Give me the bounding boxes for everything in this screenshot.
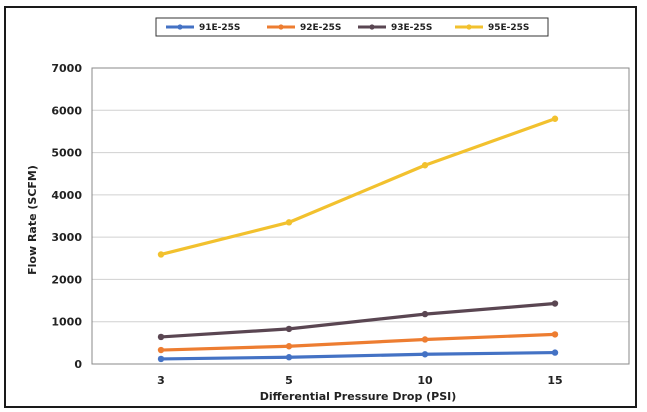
y-tick-label: 2000 (51, 273, 82, 286)
legend-marker (466, 24, 472, 30)
data-point (285, 343, 293, 350)
x-axis-title: Differential Pressure Drop (PSI) (260, 390, 457, 403)
legend-box (155, 17, 549, 37)
data-point (551, 300, 559, 307)
plot-area (91, 67, 630, 365)
series-line-93E-25S (159, 301, 557, 339)
series-line-91E-25S (159, 350, 557, 361)
x-tick-label: 10 (417, 374, 433, 387)
chart-frame: 91E-25S 92E-25S 93E-25S 95E-25S 0 1000 2000 30… (4, 6, 637, 408)
y-axis-title: Flow Rate (SCFM) (26, 165, 39, 275)
y-tick-label: 4000 (51, 189, 82, 202)
y-tick-label: 5000 (51, 147, 82, 160)
line-chart: 91E-25S 92E-25S 93E-25S 95E-25S 0 1000 2000 30… (26, 17, 630, 403)
legend-marker (369, 24, 375, 30)
y-tick-label: 0 (74, 358, 82, 371)
axes: 0 1000 2000 3000 4000 5000 6000 7000 3 5 10 15 (51, 62, 562, 387)
y-tick-label: 7000 (51, 62, 82, 75)
data-point (157, 355, 165, 363)
data-point (551, 115, 559, 122)
data-point (285, 354, 293, 361)
data-point (551, 331, 559, 338)
x-tick-label: 5 (285, 374, 293, 387)
legend-label: 95E-25S (488, 23, 529, 33)
data-point (421, 351, 429, 358)
y-tick-label: 1000 (51, 316, 82, 329)
data-point (157, 346, 165, 354)
legend-marker (177, 24, 183, 30)
data-point (421, 162, 429, 169)
series-line-92E-25S (159, 332, 557, 352)
data-point (157, 251, 165, 258)
legend-marker (278, 24, 284, 30)
legend-label: 91E-25S (199, 23, 240, 33)
x-tick-label: 3 (157, 374, 165, 387)
series-group (157, 115, 559, 363)
series-line-95E-25S (159, 117, 557, 257)
legend: 91E-25S 92E-25S 93E-25S 95E-25S (155, 17, 549, 37)
legend-label: 92E-25S (300, 23, 341, 33)
data-point (157, 333, 165, 341)
legend-label: 93E-25S (391, 23, 432, 33)
data-point (285, 325, 293, 333)
data-point (551, 349, 559, 356)
data-point (285, 219, 293, 226)
y-tick-label: 6000 (51, 104, 82, 117)
data-point (421, 310, 429, 318)
y-tick-label: 3000 (51, 231, 82, 244)
x-tick-label: 15 (547, 374, 562, 387)
data-point (421, 336, 429, 343)
